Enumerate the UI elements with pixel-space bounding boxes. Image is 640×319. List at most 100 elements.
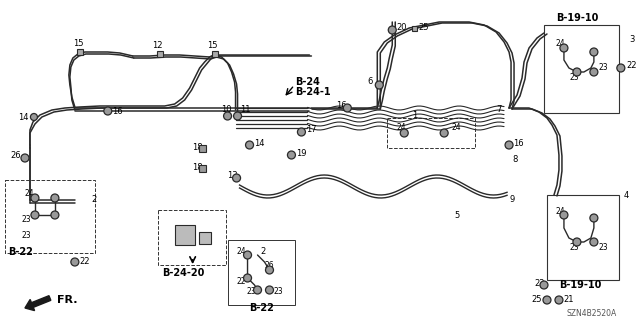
Bar: [198, 232, 211, 244]
Bar: [387, 118, 475, 148]
Circle shape: [540, 281, 548, 289]
Text: 24: 24: [451, 122, 461, 131]
Bar: [77, 49, 83, 55]
Text: 25: 25: [531, 295, 542, 305]
Circle shape: [244, 251, 252, 259]
Circle shape: [232, 174, 241, 182]
Circle shape: [31, 211, 39, 219]
Text: 8: 8: [512, 155, 517, 165]
Bar: [412, 26, 417, 31]
Text: 10: 10: [221, 105, 232, 114]
Text: 14: 14: [255, 138, 265, 147]
Circle shape: [234, 112, 241, 120]
Text: 23: 23: [570, 73, 580, 83]
Text: SZN4B2520A: SZN4B2520A: [567, 308, 617, 317]
Circle shape: [560, 44, 568, 52]
Bar: [199, 145, 206, 152]
Text: 23: 23: [570, 243, 580, 253]
Text: 15: 15: [72, 40, 83, 48]
Circle shape: [590, 214, 598, 222]
Text: 23: 23: [599, 243, 609, 253]
Text: B-24-20: B-24-20: [162, 268, 204, 278]
Bar: [544, 25, 619, 113]
Circle shape: [555, 296, 563, 304]
Circle shape: [244, 274, 252, 282]
Circle shape: [343, 104, 351, 112]
Text: 26: 26: [10, 151, 20, 160]
Text: B-19-10: B-19-10: [556, 13, 598, 23]
Text: 25: 25: [418, 23, 429, 32]
Bar: [157, 210, 225, 265]
Circle shape: [71, 258, 79, 266]
Text: 7: 7: [496, 106, 502, 115]
Text: B-19-10: B-19-10: [559, 280, 602, 290]
Circle shape: [400, 129, 408, 137]
Text: 12: 12: [152, 41, 163, 50]
Circle shape: [617, 64, 625, 72]
Bar: [199, 165, 206, 172]
Text: 23: 23: [273, 287, 283, 296]
Circle shape: [573, 238, 581, 246]
Text: 23: 23: [22, 216, 31, 225]
Text: 16: 16: [337, 100, 347, 109]
Text: 24: 24: [556, 206, 566, 216]
Circle shape: [440, 129, 448, 137]
Text: B-24-1: B-24-1: [296, 87, 331, 97]
Circle shape: [543, 296, 551, 304]
Text: 18: 18: [191, 164, 202, 173]
Text: 2: 2: [92, 196, 97, 204]
FancyArrow shape: [25, 296, 51, 311]
Circle shape: [266, 286, 273, 294]
Text: 2: 2: [260, 248, 266, 256]
Text: B-24: B-24: [296, 77, 321, 87]
Text: 24: 24: [556, 40, 566, 48]
Circle shape: [298, 128, 305, 136]
Circle shape: [104, 107, 112, 115]
Text: B-22: B-22: [8, 247, 33, 257]
Text: B-22: B-22: [250, 303, 275, 313]
Text: 20: 20: [396, 24, 407, 33]
Text: 24: 24: [237, 248, 246, 256]
Circle shape: [590, 48, 598, 56]
Circle shape: [253, 286, 262, 294]
Text: 22: 22: [534, 278, 545, 287]
Text: 17: 17: [307, 125, 317, 135]
Text: 14: 14: [18, 113, 28, 122]
Text: 24: 24: [396, 122, 406, 131]
Text: 23: 23: [22, 232, 31, 241]
Text: 16: 16: [513, 138, 524, 147]
Circle shape: [573, 68, 581, 76]
Text: 4: 4: [624, 190, 629, 199]
Bar: [175, 225, 195, 245]
Text: 13: 13: [228, 172, 238, 181]
Text: 11: 11: [241, 105, 251, 114]
Circle shape: [590, 238, 598, 246]
Text: 18: 18: [191, 144, 202, 152]
Circle shape: [287, 151, 296, 159]
Circle shape: [375, 81, 383, 89]
Circle shape: [31, 194, 39, 202]
Circle shape: [21, 154, 29, 162]
Text: 23: 23: [599, 63, 609, 72]
Circle shape: [388, 26, 396, 34]
Text: FR.: FR.: [57, 295, 77, 305]
Text: 21: 21: [563, 295, 573, 305]
Text: 5: 5: [454, 211, 460, 219]
Text: 22: 22: [80, 257, 90, 266]
Text: 19: 19: [296, 150, 307, 159]
Circle shape: [31, 114, 37, 121]
Text: 23: 23: [246, 287, 256, 296]
Bar: [228, 240, 296, 305]
Bar: [5, 180, 95, 253]
Circle shape: [505, 141, 513, 149]
Text: 22: 22: [627, 62, 637, 70]
Circle shape: [590, 68, 598, 76]
Circle shape: [51, 194, 59, 202]
Text: 24: 24: [25, 189, 35, 198]
Circle shape: [51, 211, 59, 219]
Text: 16: 16: [112, 107, 122, 115]
Text: 6: 6: [367, 78, 372, 86]
Circle shape: [223, 112, 232, 120]
Bar: [547, 195, 619, 280]
Circle shape: [246, 141, 253, 149]
